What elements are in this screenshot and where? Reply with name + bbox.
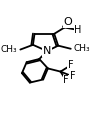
Text: CH₃: CH₃ bbox=[1, 45, 17, 54]
Text: F: F bbox=[69, 71, 75, 81]
Text: O: O bbox=[63, 17, 72, 27]
Text: H: H bbox=[74, 25, 82, 35]
Text: N: N bbox=[43, 46, 51, 56]
Text: F: F bbox=[63, 75, 69, 85]
Text: F: F bbox=[68, 60, 74, 70]
Text: CH₃: CH₃ bbox=[74, 44, 91, 53]
